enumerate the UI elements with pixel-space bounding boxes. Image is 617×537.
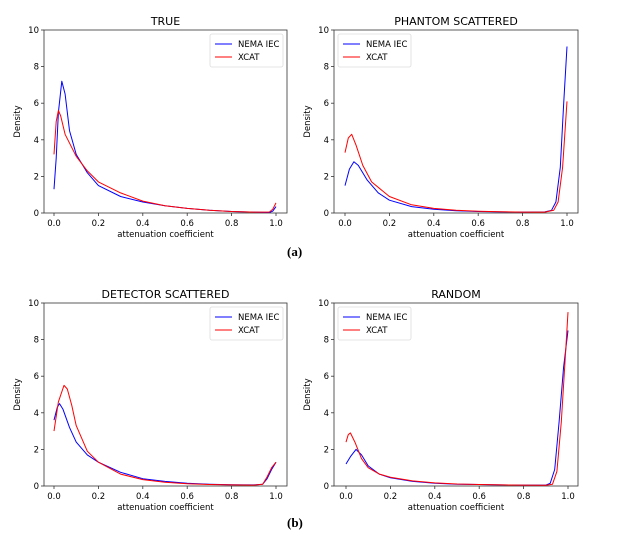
y-tick-label: 6: [324, 372, 329, 382]
chart-title: TRUE: [150, 15, 180, 28]
chart-title: RANDOM: [431, 288, 481, 301]
x-tick-label: 1.0: [560, 219, 574, 229]
legend-label: NEMA IEC: [366, 40, 407, 50]
x-axis-label: attenuation coefficient: [408, 230, 505, 240]
y-tick-label: 0: [34, 482, 39, 492]
legend-box: [337, 306, 412, 341]
y-tick-label: 10: [28, 26, 39, 36]
x-tick-label: 0.0: [47, 492, 61, 502]
x-axis-label: attenuation coefficient: [117, 230, 214, 240]
y-tick-label: 4: [324, 409, 329, 419]
x-tick-label: 1.0: [561, 492, 575, 502]
series-line-xcat: [53, 110, 277, 213]
plot-frame: [43, 302, 288, 487]
chart-title: DETECTOR SCATTERED: [102, 288, 230, 301]
y-tick-label: 8: [324, 336, 329, 346]
y-tick-label: 2: [324, 445, 329, 455]
x-tick-label: 0.0: [47, 219, 61, 229]
plot-frame: [43, 29, 288, 214]
y-axis-label: Density: [303, 105, 313, 137]
series-line-nema-iec: [53, 80, 277, 213]
legend-box: [337, 33, 412, 68]
legend-label: NEMA IEC: [238, 313, 279, 323]
x-tick-label: 0.6: [472, 492, 486, 502]
x-tick-label: 0.4: [427, 219, 441, 229]
x-tick-label: 0.2: [92, 219, 106, 229]
y-tick-label: 8: [324, 63, 329, 73]
y-tick-label: 6: [34, 372, 39, 382]
y-tick-label: 4: [34, 136, 39, 146]
y-tick-label: 10: [28, 299, 39, 309]
x-tick-label: 0.8: [225, 219, 239, 229]
legend-label: XCAT: [366, 326, 388, 336]
series-line-xcat: [53, 384, 277, 486]
y-axis-label: Density: [303, 378, 313, 410]
y-tick-label: 0: [34, 209, 39, 219]
x-tick-label: 0.4: [428, 492, 442, 502]
y-tick-label: 10: [318, 26, 329, 36]
x-tick-label: 0.6: [180, 219, 194, 229]
x-tick-label: 0.8: [517, 492, 531, 502]
series-line-xcat: [345, 312, 569, 486]
plot-frame: [333, 29, 579, 214]
legend-label: XCAT: [238, 326, 260, 336]
legend-label: NEMA IEC: [366, 313, 407, 323]
chart-title: PHANTOM SCATTERED: [394, 15, 518, 28]
x-tick-label: 0.6: [471, 219, 485, 229]
y-axis-label: Density: [13, 105, 23, 137]
x-tick-label: 0.0: [338, 219, 352, 229]
y-tick-label: 6: [34, 99, 39, 109]
x-tick-label: 0.2: [92, 492, 106, 502]
x-tick-label: 0.6: [180, 492, 194, 502]
y-tick-label: 4: [324, 136, 329, 146]
x-tick-label: 0.8: [516, 219, 530, 229]
y-tick-label: 2: [34, 172, 39, 182]
y-tick-label: 0: [324, 209, 329, 219]
y-axis-label: Density: [13, 378, 23, 410]
x-axis-label: attenuation coefficient: [408, 503, 505, 513]
y-tick-label: 10: [318, 299, 329, 309]
figure-label-a: (a): [287, 244, 303, 259]
y-tick-label: 8: [34, 336, 39, 346]
legend-label: XCAT: [238, 53, 260, 63]
x-tick-label: 1.0: [269, 219, 283, 229]
x-tick-label: 0.2: [384, 492, 398, 502]
series-line-nema-iec: [345, 330, 569, 486]
legend-label: XCAT: [366, 53, 388, 63]
x-tick-label: 0.2: [383, 219, 397, 229]
legend-box: [209, 33, 284, 68]
y-tick-label: 6: [324, 99, 329, 109]
y-tick-label: 2: [34, 445, 39, 455]
legend-box: [209, 306, 284, 341]
x-tick-label: 0.0: [339, 492, 353, 502]
y-tick-label: 4: [34, 409, 39, 419]
plot-frame: [333, 302, 579, 487]
series-line-nema-iec: [53, 403, 277, 486]
series-line-xcat: [344, 101, 568, 213]
x-tick-label: 1.0: [269, 492, 283, 502]
x-axis-label: attenuation coefficient: [117, 503, 214, 513]
legend-label: NEMA IEC: [238, 40, 279, 50]
x-tick-label: 0.4: [136, 492, 150, 502]
y-tick-label: 0: [324, 482, 329, 492]
figure-label-b: (b): [287, 515, 303, 530]
x-tick-label: 0.4: [136, 219, 150, 229]
x-tick-label: 0.8: [225, 492, 239, 502]
y-tick-label: 2: [324, 172, 329, 182]
y-tick-label: 8: [34, 63, 39, 73]
